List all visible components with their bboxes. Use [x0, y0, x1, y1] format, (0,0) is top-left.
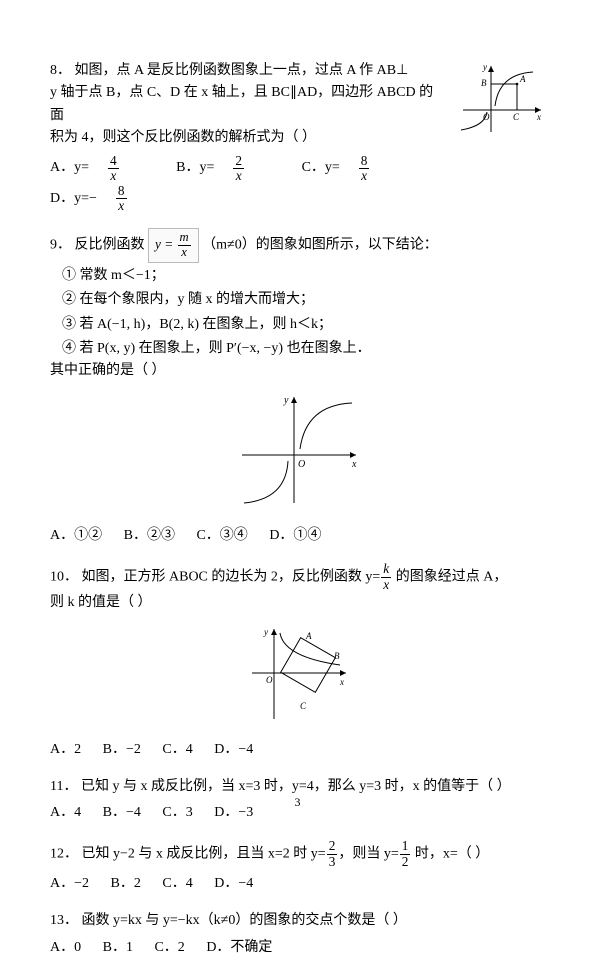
q12-option-c[interactable]: C．4 — [162, 873, 192, 895]
square-hyperbola-icon: x y O A B C — [244, 623, 352, 723]
q9-options: A．①② B．②③ C．③④ D．①④ — [50, 525, 545, 548]
q9-item-1: ① 常数 m＜−1； — [62, 265, 545, 287]
svg-text:O: O — [298, 459, 305, 470]
q9-option-b[interactable]: B．②③ — [124, 525, 175, 547]
svg-text:B: B — [481, 78, 487, 88]
hyperbola-icon: x y O A B C — [453, 60, 545, 138]
q9-item-4: ④ 若 P(x, y) 在图象上，则 P′(−x, −y) 也在图象上． — [62, 338, 545, 360]
svg-text:x: x — [339, 677, 344, 687]
q10-text-post: 的图象经过点 A， — [392, 569, 507, 584]
q13-option-a[interactable]: A．0 — [50, 937, 81, 959]
q12-option-d[interactable]: D．−4 — [214, 873, 253, 895]
figure-q10: x y O A B C — [244, 623, 352, 731]
q8-options: A．y=4x B．y=2x C．y=8x D．y=−8x — [50, 154, 545, 215]
svg-text:x: x — [536, 112, 541, 122]
q9-number: 9． — [50, 238, 71, 253]
svg-text:O: O — [266, 675, 273, 685]
q9-text-post: （m≠0）的图象如图所示，以下结论： — [202, 238, 438, 253]
q10-option-a[interactable]: A．2 — [50, 739, 81, 761]
q8-number: 8． — [50, 63, 71, 78]
question-12: 12． 已知 y−2 与 x 成反比例，且当 x=2 时 y=23，则当 y=1… — [50, 839, 545, 896]
q10-text-pre: 如图，正方形 ABOC 的边长为 2，反比例函数 y= — [82, 569, 381, 584]
svg-text:A: A — [305, 631, 312, 641]
formula-patch: y = mx — [148, 228, 199, 263]
q9-option-d[interactable]: D．①④ — [269, 525, 321, 547]
q13-text: 函数 y=kx 与 y=−kx（k≠0）的图象的交点个数是（ ） — [82, 913, 407, 928]
q10-text-2: 则 k 的值是（ ） — [50, 595, 152, 610]
q9-text-pre: 反比例函数 — [75, 238, 149, 253]
q10-option-b[interactable]: B．−2 — [103, 739, 141, 761]
q8-option-c[interactable]: C．y=8x — [302, 154, 406, 184]
q9-option-a[interactable]: A．①② — [50, 525, 102, 547]
q8-option-a[interactable]: A．y=4x — [50, 154, 155, 184]
hyperbola-graph-icon: x y O — [234, 391, 362, 509]
q11-number: 11． — [50, 779, 77, 794]
q8-text-2: y 轴于点 B，点 C、D 在 x 轴上，且 BC∥AD，四边形 ABCD 的面 — [50, 85, 433, 122]
q12-option-a[interactable]: A．−2 — [50, 873, 89, 895]
question-9: 9． 反比例函数 y = mx （m≠0）的图象如图所示，以下结论： ① 常数 … — [50, 228, 545, 548]
figure-q9: x y O — [234, 391, 362, 517]
question-10: 10． 如图，正方形 ABOC 的边长为 2，反比例函数 y=kx 的图象经过点… — [50, 562, 545, 762]
q10-option-d[interactable]: D．−4 — [214, 739, 253, 761]
q13-option-d[interactable]: D．不确定 — [206, 937, 272, 959]
q8-text-1: 如图，点 A 是反比例函数图象上一点，过点 A 作 AB⊥ — [75, 63, 409, 78]
q10-number: 10． — [50, 569, 78, 584]
q9-tail: 其中正确的是（ ） — [50, 360, 545, 382]
q9-item-2: ② 在每个象限内，y 随 x 的增大而增大； — [62, 289, 545, 311]
q12-text-pre: 已知 y−2 与 x 成反比例，且当 x=2 时 y= — [82, 846, 326, 861]
svg-text:y: y — [482, 62, 487, 72]
q8-text-3: 积为 4，则这个反比例函数的解析式为（ ） — [50, 130, 316, 145]
q12-text-post: 时，x=（ ） — [411, 846, 489, 861]
q13-options: A．0 B．1 C．2 D．不确定 — [50, 937, 545, 959]
q13-option-c[interactable]: C．2 — [154, 937, 184, 959]
svg-text:A: A — [519, 74, 526, 84]
svg-text:y: y — [263, 627, 268, 637]
q10-options: A．2 B．−2 C．4 D．−4 — [50, 739, 545, 762]
svg-text:y: y — [283, 395, 289, 406]
q9-option-c[interactable]: C．③④ — [196, 525, 247, 547]
svg-text:O: O — [483, 112, 490, 122]
q11-text: 已知 y 与 x 成反比例，当 x=3 时，y=4，那么 y=3 时，x 的值等… — [81, 779, 511, 794]
q13-option-b[interactable]: B．1 — [103, 937, 133, 959]
page-number: 3 — [0, 793, 595, 812]
q8-option-b[interactable]: B．y=2x — [176, 154, 280, 184]
question-13: 13． 函数 y=kx 与 y=−kx（k≠0）的图象的交点个数是（ ） A．0… — [50, 910, 545, 959]
q13-number: 13． — [50, 913, 78, 928]
svg-text:x: x — [351, 459, 357, 470]
q12-number: 12． — [50, 846, 78, 861]
svg-text:B: B — [334, 651, 340, 661]
q12-option-b[interactable]: B．2 — [111, 873, 141, 895]
q12-options: A．−2 B．2 C．4 D．−4 — [50, 873, 545, 896]
question-8: x y O A B C 8． 如图，点 A 是反比例函数图象上一点，过点 A 作… — [50, 60, 545, 214]
q9-item-3: ③ 若 A(−1, h)，B(2, k) 在图象上，则 h＜k； — [62, 314, 545, 336]
svg-text:C: C — [513, 112, 520, 122]
figure-q8: x y O A B C — [453, 60, 545, 146]
q8-option-d[interactable]: D．y=−8x — [50, 184, 163, 214]
q12-text-mid: ，则当 y= — [338, 846, 398, 861]
q10-option-c[interactable]: C．4 — [162, 739, 192, 761]
svg-text:C: C — [300, 701, 307, 711]
